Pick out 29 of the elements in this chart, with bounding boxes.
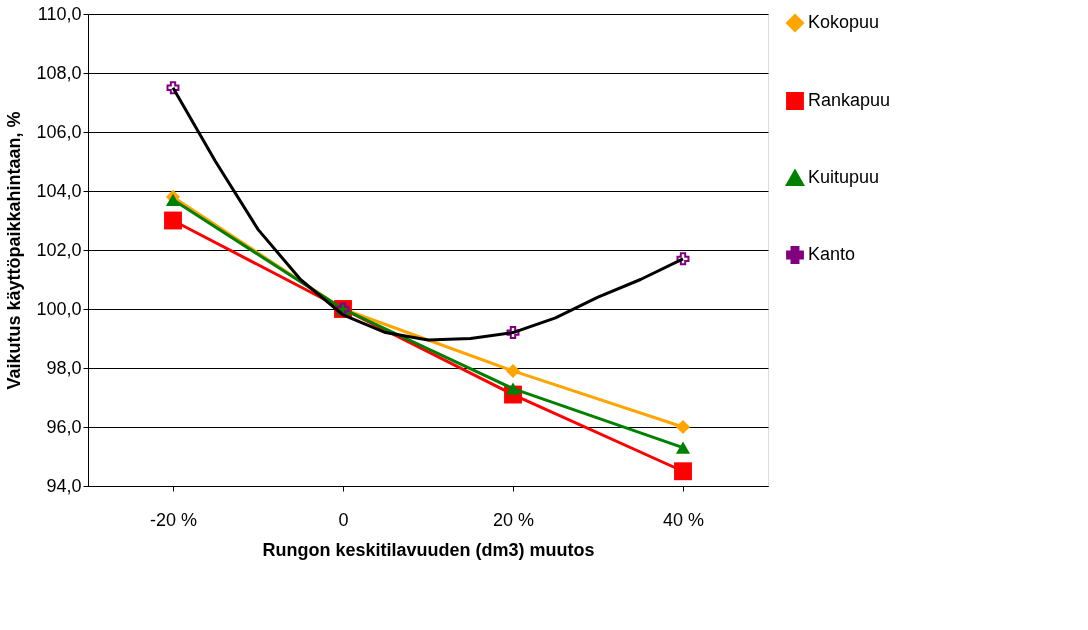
y-tick-label: 108,0 — [36, 62, 82, 83]
y-axis-title: Vaikutus käyttöpaikkahintaan, % — [4, 111, 25, 390]
x-tick-label: -20 % — [149, 509, 198, 530]
point — [506, 326, 520, 340]
x-tick-label: 0 — [338, 509, 349, 530]
point — [505, 363, 521, 379]
legend-label: Kanto — [808, 244, 856, 264]
point — [165, 193, 181, 206]
legend-label: Kokopuu — [808, 12, 880, 32]
point — [164, 211, 182, 230]
y-tick-label: 102,0 — [36, 239, 82, 260]
y-tick-label: 96,0 — [46, 416, 82, 437]
x-tick-label: 20 % — [492, 509, 535, 530]
y-tick-label: 94,0 — [46, 475, 82, 496]
y-tick-label: 106,0 — [36, 121, 82, 142]
point — [505, 382, 521, 395]
y-tick-label: 100,0 — [36, 298, 82, 319]
point — [675, 419, 691, 435]
legend-label: Rankapuu — [808, 90, 891, 110]
legend-label: Kuitupuu — [808, 167, 880, 187]
y-tick-label: 110,0 — [37, 3, 82, 24]
y-tick-label: 98,0 — [46, 357, 82, 378]
x-axis-title: Rungon keskitilavuuden (dm3) muutos — [262, 539, 595, 560]
x-tick-label: 40 % — [662, 509, 705, 530]
point — [674, 462, 692, 481]
point — [166, 81, 180, 95]
y-tick-label: 104,0 — [36, 180, 82, 201]
point — [675, 441, 691, 454]
point — [676, 252, 690, 266]
